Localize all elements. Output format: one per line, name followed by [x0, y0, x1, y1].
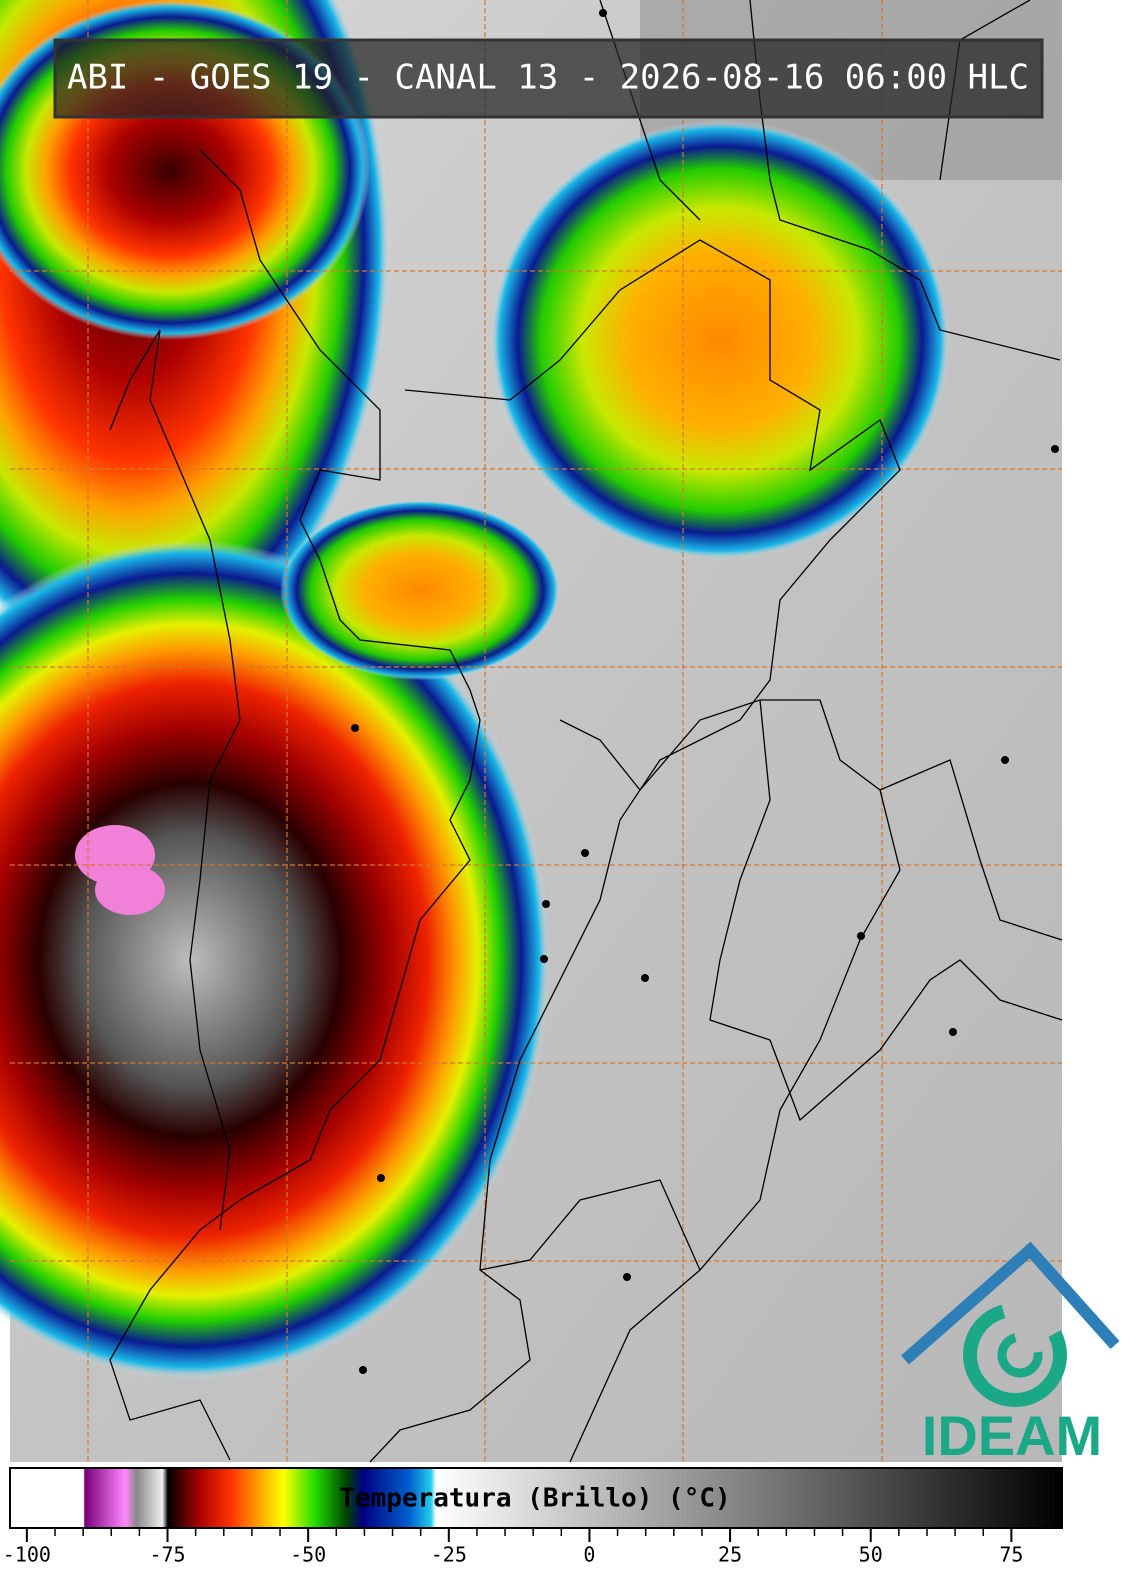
title-box	[53, 38, 1044, 119]
logo: IDEAM	[901, 1241, 1120, 1467]
cities	[351, 9, 1059, 1374]
cloud-top	[0, 540, 550, 1380]
cold-patch	[95, 865, 165, 915]
colorbar-label: Temperatura (Brillo) (°C)	[339, 1484, 730, 1514]
lat-lon-grid	[10, 0, 1062, 1462]
colorbar	[9, 1467, 1063, 1529]
logo-text: IDEAM	[922, 1404, 1102, 1467]
tick-label: -25	[431, 1543, 467, 1567]
tick-label: 0	[583, 1543, 595, 1567]
tick-label: 50	[859, 1543, 883, 1567]
cloud-top	[280, 500, 560, 680]
tick-label: 75	[999, 1543, 1023, 1567]
tick-label: 25	[718, 1543, 742, 1567]
tick-label: -75	[149, 1543, 185, 1567]
colorbar-axis: -100 -75 -50 -25 0 25 50 75	[3, 1528, 1023, 1567]
tick-label: -50	[290, 1543, 326, 1567]
cloud-top	[490, 120, 950, 560]
title: ABI - GOES 19 - CANAL 13 - 2026-08-16 06…	[67, 58, 1029, 98]
borders	[109, 0, 1063, 1463]
tick-label: -100	[3, 1543, 51, 1567]
